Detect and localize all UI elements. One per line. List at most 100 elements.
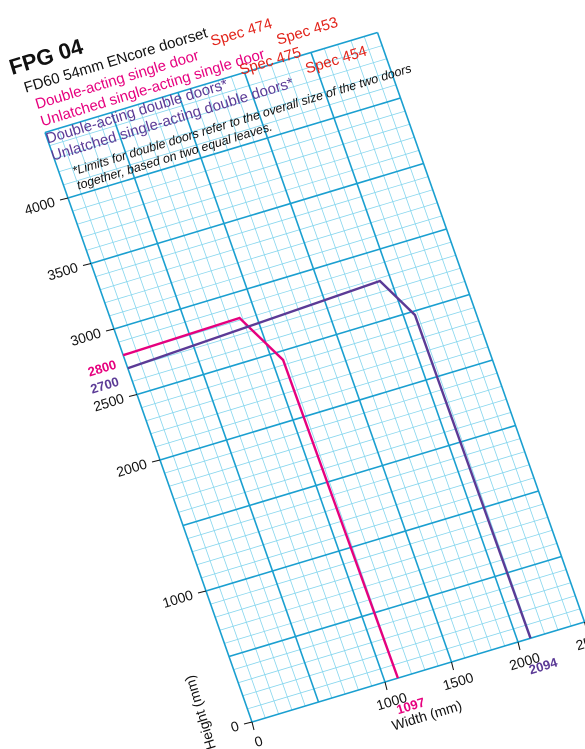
minor-grid-line	[100, 189, 433, 291]
y-axis-label: Height (mm)	[181, 673, 219, 749]
x-tick-label-group: 1500	[441, 669, 476, 693]
minor-grid-line	[187, 438, 521, 539]
y-tick	[197, 590, 207, 594]
x-tick-label-group: 2500	[574, 629, 585, 653]
y-tick	[59, 197, 69, 201]
major-grid-line	[159, 359, 493, 461]
legend-spec: Spec 454	[303, 43, 369, 78]
major-grid-line	[376, 32, 585, 623]
minor-grid-line	[141, 307, 475, 408]
minor-grid-line	[337, 44, 545, 635]
minor-grid-line	[224, 543, 558, 644]
minor-grid-line	[164, 96, 373, 687]
major-grid-line	[67, 97, 401, 199]
minor-grid-line	[118, 241, 452, 343]
minor-grid-line	[124, 108, 333, 699]
x-tick	[251, 721, 255, 731]
minor-grid-line	[217, 80, 426, 671]
minor-grid-line	[97, 116, 306, 707]
x-tick	[451, 661, 454, 671]
header: FPG 04 FD60 54mm ENcore doorset Double-a…	[6, 14, 413, 193]
minor-grid-line	[284, 60, 492, 651]
major-grid-line	[110, 112, 320, 703]
y-tick	[151, 459, 161, 463]
major-grid-line	[113, 228, 447, 330]
legend-spec: Spec 474	[209, 15, 275, 50]
y-tick-label: 3500	[45, 259, 80, 283]
minor-grid-line	[151, 100, 359, 691]
minor-grid-line	[323, 48, 532, 639]
minor-grid-line	[230, 76, 439, 667]
minor-grid-line	[201, 477, 535, 579]
minor-grid-line	[297, 56, 506, 647]
series-line	[122, 316, 400, 679]
minor-grid-line	[178, 412, 512, 513]
y-tick-label-group: 3500	[45, 259, 80, 283]
minor-grid-line	[238, 582, 571, 684]
minor-grid-line	[155, 346, 489, 448]
legend-spec: Spec 453	[274, 14, 340, 49]
y-tick	[128, 394, 138, 397]
y-tick-label-group: 4000	[22, 194, 57, 218]
minor-grid-line	[219, 529, 553, 631]
y-tick-label: 4000	[22, 194, 57, 218]
minor-grid-line	[192, 451, 525, 553]
y-axis-label-group: Height (mm)	[181, 673, 219, 749]
x-tick	[384, 681, 388, 691]
major-grid-line	[182, 424, 516, 527]
minor-grid-line	[81, 136, 415, 238]
minor-grid-line	[54, 58, 387, 160]
minor-grid-line	[95, 176, 429, 277]
x-tick-label: 1500	[441, 669, 476, 693]
minor-grid-line	[270, 64, 479, 655]
minor-grid-line	[150, 333, 484, 435]
major-grid-line	[44, 132, 253, 723]
minor-grid-line	[72, 110, 406, 212]
y-tick-label-group: 1000	[160, 587, 195, 611]
minor-grid-line	[257, 68, 466, 659]
minor-grid-line	[363, 36, 572, 627]
major-grid-line	[310, 52, 519, 643]
minor-grid-line	[146, 320, 479, 422]
y-tick	[82, 263, 92, 266]
y-tick	[105, 328, 115, 332]
minor-grid-line	[58, 71, 392, 173]
major-grid-line	[251, 621, 585, 723]
minor-grid-line	[84, 120, 293, 711]
minor-grid-line	[104, 202, 438, 304]
minor-grid-line	[63, 84, 397, 186]
y-tick-label: 1000	[160, 587, 195, 611]
minor-grid-line	[137, 104, 346, 695]
major-grid-line	[177, 92, 386, 683]
series-line	[127, 279, 532, 639]
x-tick-label: 2500	[574, 629, 585, 653]
y-tick-label-group: 3000	[68, 325, 103, 349]
minor-grid-line	[127, 267, 461, 369]
minor-grid-line	[190, 88, 399, 679]
minor-grid-line	[49, 45, 383, 146]
minor-grid-line	[86, 150, 420, 251]
y-tick-label: 2000	[114, 456, 149, 480]
y-tick-label: 3000	[68, 325, 103, 349]
major-grid-line	[205, 490, 539, 592]
minor-grid-line	[210, 503, 544, 605]
major-grid-line	[44, 31, 378, 134]
minor-grid-line	[132, 281, 466, 382]
minor-grid-line	[77, 123, 410, 225]
minor-grid-line	[57, 128, 266, 719]
major-grid-line	[136, 293, 470, 396]
minor-grid-line	[247, 608, 581, 710]
minor-grid-line	[164, 372, 498, 474]
y-tick-label-group: 2000	[114, 456, 149, 480]
major-grid-line	[90, 162, 424, 265]
x-tick-label: 0	[252, 732, 264, 749]
minor-grid-line	[173, 398, 507, 500]
minor-grid-line	[109, 215, 443, 317]
y-tick-label-group: 0	[229, 718, 241, 736]
major-grid-line	[243, 72, 453, 663]
x-tick	[517, 641, 521, 651]
minor-grid-line	[196, 464, 530, 566]
y-tick	[243, 721, 253, 725]
minor-grid-line	[169, 385, 502, 487]
